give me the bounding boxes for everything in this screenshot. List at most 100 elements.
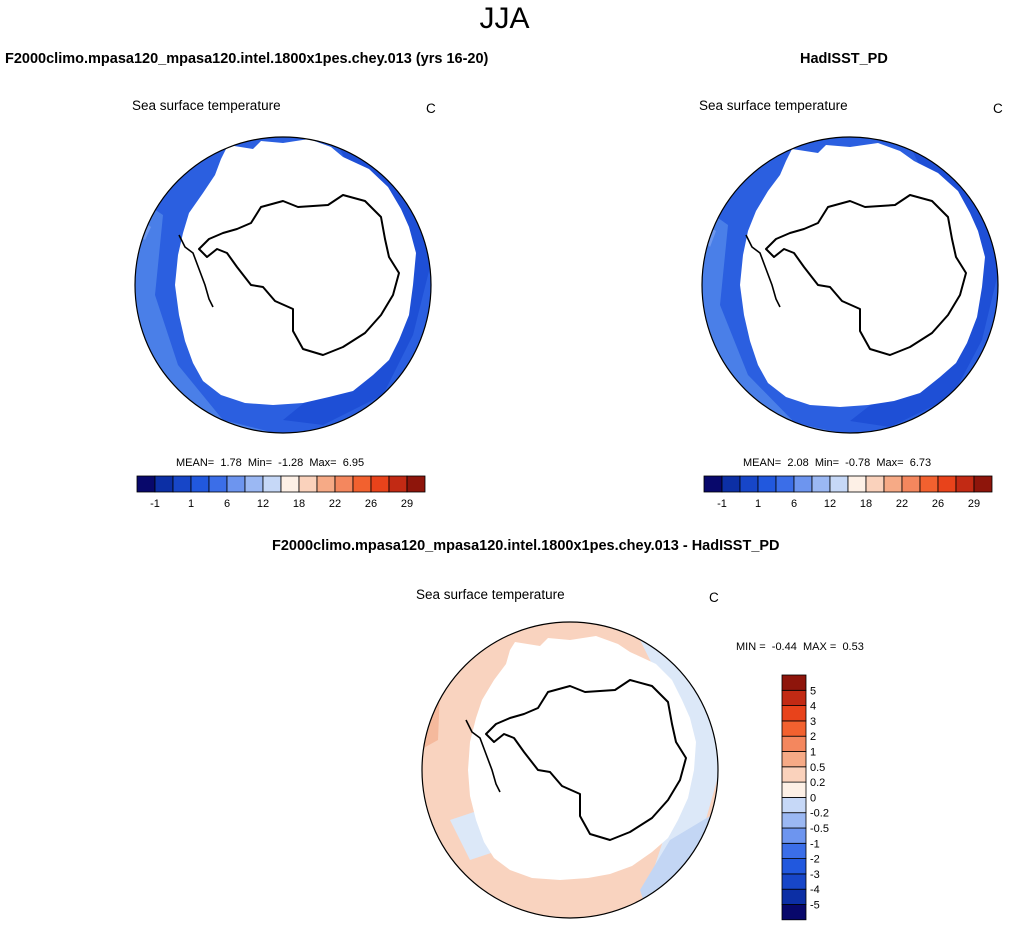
colorbar-tick-label: 1 [755,498,761,510]
diff-sst-map [421,621,719,919]
diff-sea-ice-region [468,636,696,880]
colorbar-tick-label: 0.2 [810,777,825,789]
colorbar-swatch [781,873,807,890]
model-peninsula-coastline [178,234,214,308]
obs-units: C [993,101,1003,116]
colorbar-swatch [781,766,807,783]
colorbar-swatch [883,475,903,493]
diff-antarctica-coastline [485,679,687,841]
colorbar-tick-label: 1 [188,498,194,510]
model-colorbar: -1 1 6 12 18 22 26 29 [136,475,426,510]
diff-units: C [709,590,719,605]
colorbar-swatch [244,475,264,493]
colorbar-swatch [811,475,831,493]
colorbar-swatch [757,475,777,493]
colorbar-swatch [781,888,807,905]
colorbar-tick-label: -1 [150,498,160,510]
colorbar-tick-label: 12 [257,498,269,510]
colorbar-tick-label: -0.5 [810,823,829,835]
colorbar-swatch [919,475,939,493]
colorbar-swatch [847,475,867,493]
colorbar-tick-label: 4 [810,701,816,713]
colorbar-swatch [781,827,807,844]
colorbar-swatch [781,705,807,722]
colorbar-tick-label: 26 [365,498,377,510]
colorbar-swatch [781,735,807,752]
model-sst-map [134,136,432,434]
colorbar-swatch [781,797,807,814]
colorbar-tick-label: 3 [810,716,816,728]
colorbar-swatch [721,475,741,493]
obs-subtitle: Sea surface temperature [699,98,848,113]
obs-colorbar: -1 1 6 12 18 22 26 29 [703,475,993,510]
colorbar-tick-label: 6 [224,498,230,510]
colorbar-tick-label: -3 [810,869,820,881]
colorbar-swatch [370,475,390,493]
colorbar-tick-label: 22 [896,498,908,510]
colorbar-swatch [781,858,807,875]
colorbar-swatch [739,475,759,493]
diff-subtitle: Sea surface temperature [416,587,565,602]
colorbar-swatch [781,751,807,768]
colorbar-swatch [316,475,336,493]
colorbar-swatch [973,475,993,493]
colorbar-swatch [781,674,807,691]
model-panel-title: F2000climo.mpasa120_mpasa120.intel.1800x… [5,51,489,67]
colorbar-tick-label: -4 [810,884,820,896]
obs-sea-ice-region [740,143,985,407]
diff-peninsula-coastline [465,719,501,793]
colorbar-swatch [775,475,795,493]
colorbar-tick-label: 1 [810,747,816,759]
diff-panel-title: F2000climo.mpasa120_mpasa120.intel.1800x… [272,538,780,554]
colorbar-tick-label: -5 [810,900,820,912]
diff-strong-warm-region [422,680,440,750]
model-subtitle: Sea surface temperature [132,98,281,113]
colorbar-tick-label: 26 [932,498,944,510]
colorbar-swatch [262,475,282,493]
model-mean-value: 1.78 [220,457,242,469]
colorbar-tick-label: 18 [293,498,305,510]
obs-peninsula-coastline [745,234,781,308]
colorbar-tick-label: 0 [810,792,816,804]
colorbar-swatch [793,475,813,493]
colorbar-swatch [955,475,975,493]
diff-colorbar: 5 4 3 2 1 0.5 0.2 0 -0.2 -0.5 -1 -2 -3 -4 -5 [781,674,829,921]
colorbar-swatch [781,904,807,921]
model-max-value: 6.95 [342,457,365,469]
colorbar-swatch [208,475,228,493]
colorbar-tick-label: -1 [810,838,820,850]
diff-stats: MIN = -0.44 MAX = 0.53 [736,641,864,653]
colorbar-tick-label: 29 [401,498,413,510]
model-antarctica-coastline [198,194,400,356]
colorbar-swatch [280,475,300,493]
colorbar-tick-label: -1 [717,498,727,510]
colorbar-swatch [781,689,807,706]
colorbar-tick-label: 2 [810,731,816,743]
obs-mean-value: 2.08 [787,457,809,469]
obs-stats: MEAN= 2.08 Min= -0.78 Max= 6.73 [743,457,932,469]
colorbar-swatch [865,475,885,493]
colorbar-swatch [298,475,318,493]
obs-panel-title: HadISST_PD [800,51,888,67]
model-units: C [426,101,436,116]
colorbar-swatch [388,475,408,493]
model-warm-water-region [135,195,283,433]
colorbar-tick-label: 22 [329,498,341,510]
colorbar-swatch [781,781,807,798]
colorbar-tick-label: -2 [810,854,820,866]
obs-warm-water-region [702,205,850,433]
colorbar-swatch [901,475,921,493]
colorbar-swatch [829,475,849,493]
colorbar-tick-label: 0.5 [810,762,825,774]
model-min-value: -1.28 [278,457,304,469]
obs-sst-map [701,136,999,434]
colorbar-tick-label: 29 [968,498,980,510]
colorbar-swatch [136,475,156,493]
colorbar-tick-label: 12 [824,498,836,510]
colorbar-swatch [226,475,246,493]
colorbar-swatch [154,475,174,493]
colorbar-swatch [937,475,957,493]
obs-max-value: 6.73 [909,457,932,469]
colorbar-swatch [781,720,807,737]
colorbar-swatch [190,475,210,493]
